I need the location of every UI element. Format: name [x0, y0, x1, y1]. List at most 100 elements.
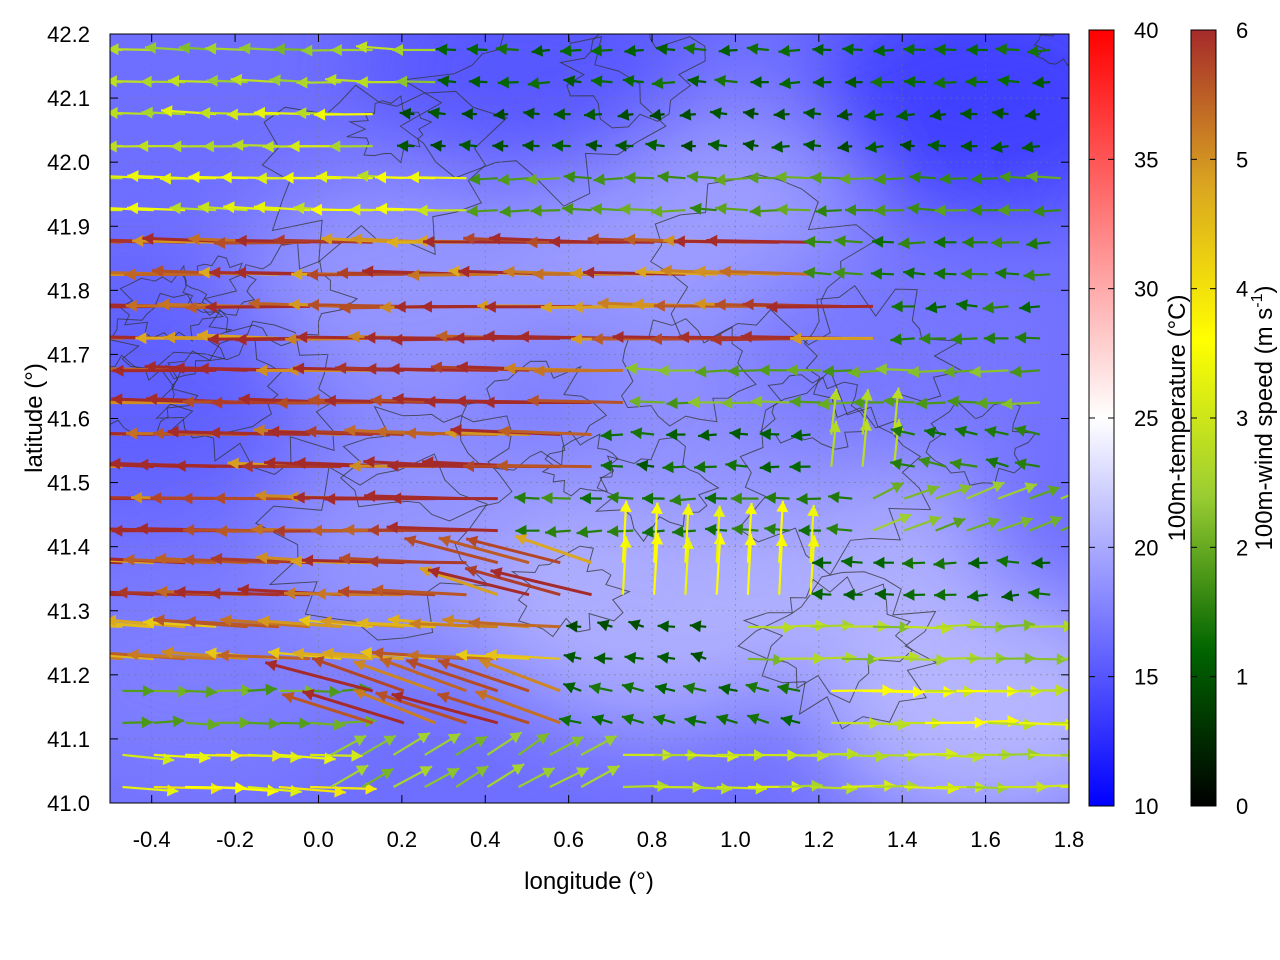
- wind-vector-head: [541, 492, 553, 505]
- wind-vector-head: [523, 107, 535, 120]
- colorbar-tick-label: 35: [1134, 147, 1158, 172]
- contour-line: [179, 255, 257, 316]
- wind-vector-shaft: [110, 175, 154, 180]
- wind-vector-head: [811, 779, 823, 792]
- wind-vector-head: [860, 389, 873, 401]
- wind-vector-head: [939, 172, 951, 185]
- wind-vector-head: [742, 298, 754, 311]
- wind-vector-head: [116, 586, 128, 599]
- wind-vector-head: [749, 205, 761, 218]
- wind-vector-head: [285, 333, 297, 346]
- wind-vector-head: [307, 268, 318, 281]
- wind-vector-head: [220, 171, 232, 184]
- wind-vector-head: [415, 235, 427, 247]
- y-tick-label: 41.7: [47, 342, 90, 367]
- wind-vector-head: [203, 140, 214, 153]
- wind-vector-head: [571, 301, 583, 314]
- wind-vector-head: [833, 267, 845, 280]
- wind-vector-head: [531, 44, 544, 57]
- wind-vector-head: [404, 535, 417, 547]
- wind-vector-head: [142, 685, 154, 697]
- wind-vector-head: [256, 551, 268, 564]
- wind-vector-head: [159, 172, 171, 185]
- wind-vector-head: [235, 333, 247, 346]
- y-tick-label: 41.2: [47, 663, 90, 688]
- wind-vector-head: [475, 766, 489, 778]
- wind-vector-head: [18, 587, 29, 599]
- wind-vector-shaft: [766, 304, 874, 309]
- wind-vector-head: [459, 139, 471, 152]
- wind-vector-head: [982, 301, 994, 314]
- wind-vector-head: [678, 331, 690, 344]
- wind-vector-head: [430, 139, 442, 152]
- wind-vector-shaft: [298, 618, 373, 628]
- wind-vector-head: [653, 299, 665, 312]
- wind-vector-shaft: [143, 620, 217, 628]
- wind-vector-head: [649, 108, 662, 121]
- wind-vector-head: [710, 107, 722, 120]
- wind-vector-head: [804, 235, 816, 248]
- wind-vector-head: [386, 236, 398, 249]
- wind-vector-head: [110, 140, 117, 153]
- wind-vector-head: [984, 426, 997, 438]
- wind-vector-head: [1023, 718, 1035, 731]
- wind-vector-head: [496, 459, 508, 472]
- wind-vector-head: [730, 492, 742, 505]
- wind-vector-head: [110, 43, 119, 56]
- wind-vector-head: [348, 330, 360, 343]
- wind-vector-shaft: [110, 560, 123, 565]
- wind-vector-head: [94, 266, 105, 278]
- wind-vector-head: [972, 750, 984, 763]
- wind-vector-head: [110, 614, 117, 627]
- wind-vector-head: [196, 329, 209, 342]
- wind-vector-head: [628, 619, 641, 631]
- wind-vector-head: [874, 173, 886, 186]
- wind-vector-shaft: [357, 621, 436, 629]
- wind-vector-head: [273, 234, 285, 247]
- wind-vector-head: [376, 202, 388, 215]
- wind-vector-head: [960, 108, 972, 120]
- wind-vector-head: [891, 300, 903, 313]
- wind-vector-head: [947, 395, 959, 408]
- wind-vector-head: [865, 141, 877, 153]
- contour-line: [1033, 34, 1069, 67]
- wind-vector-head: [466, 535, 479, 548]
- colorbar-tick-label: 15: [1134, 665, 1158, 690]
- wind-vector-head: [220, 614, 232, 627]
- wind-vector-head: [182, 395, 194, 408]
- wind-vector-head: [153, 427, 164, 440]
- wind-vector-head: [743, 107, 755, 120]
- wind-vector-shaft: [352, 660, 436, 693]
- wind-vector-head: [1014, 425, 1027, 437]
- wind-vector-head: [997, 75, 1010, 87]
- wind-vector-head: [365, 782, 377, 795]
- contour-line: [737, 571, 938, 730]
- wind-vector-shaft: [1029, 784, 1069, 789]
- wind-vector-head: [125, 427, 137, 440]
- wind-vector-head: [837, 108, 849, 121]
- wind-vector-shaft: [409, 622, 498, 629]
- wind-vector-head: [621, 713, 635, 726]
- wind-vector-head: [463, 460, 474, 473]
- wind-colorbar-label-sup: -1: [1249, 293, 1266, 307]
- wind-vector-head: [312, 656, 325, 668]
- wind-vector-shaft: [110, 336, 123, 340]
- wind-vector-head: [329, 685, 341, 698]
- wind-vector-head: [755, 782, 767, 795]
- wind-vector-head: [842, 43, 854, 56]
- wind-vector-head: [493, 108, 505, 121]
- wind-vector-head: [76, 457, 87, 469]
- wind-vector-head: [775, 171, 787, 184]
- x-tick-label: 0.4: [470, 827, 501, 852]
- x-tick-label: 1.2: [804, 827, 835, 852]
- x-tick-label: 0.0: [303, 827, 334, 852]
- wind-vector-head: [522, 139, 534, 152]
- wind-vector-head: [597, 297, 609, 310]
- wind-vector-head: [447, 733, 461, 745]
- wind-vector-head: [1028, 587, 1040, 600]
- wind-vector-head: [111, 393, 123, 406]
- wind-vector-head: [841, 555, 853, 568]
- wind-vector-head: [188, 233, 200, 246]
- wind-vector-head: [594, 652, 606, 665]
- wind-vector-head: [655, 682, 668, 695]
